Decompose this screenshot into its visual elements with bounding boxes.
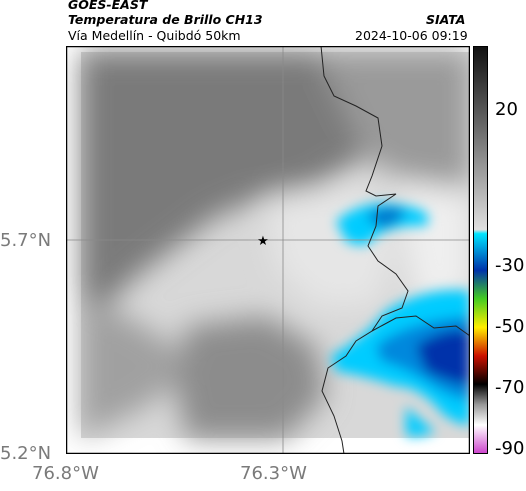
datetime-label: 2024-10-06 09:19 — [355, 28, 468, 43]
product-title: Temperatura de Brillo CH13 — [68, 12, 263, 27]
coastline-border — [320, 46, 409, 454]
lon-tick-76-8: 76.8°W — [32, 463, 99, 484]
department-border — [371, 315, 470, 337]
lon-tick-76-3: 76.3°W — [240, 463, 307, 484]
colorbar-label-neg50: -50 — [495, 316, 525, 337]
colorbar-label-neg90: -90 — [495, 438, 525, 459]
map-frame — [66, 46, 470, 454]
temperature-colorbar — [473, 46, 488, 454]
satellite-map[interactable]: ★ — [66, 46, 470, 454]
colorbar-label-20: 20 — [495, 99, 518, 120]
colorbar-label-neg70: -70 — [495, 377, 525, 398]
location-star-marker[interactable]: ★ — [257, 234, 269, 249]
region-label: Vía Medellín - Quibdó 50km — [68, 28, 241, 43]
colorbar-label-neg30: -30 — [495, 255, 525, 276]
satellite-source: GOES-EAST — [68, 0, 148, 12]
lat-tick-5-7: 5.7°N — [0, 230, 52, 251]
agency-label: SIATA — [426, 12, 466, 27]
lat-tick-5-2: 5.2°N — [0, 443, 52, 464]
cloud-field — [81, 52, 470, 438]
